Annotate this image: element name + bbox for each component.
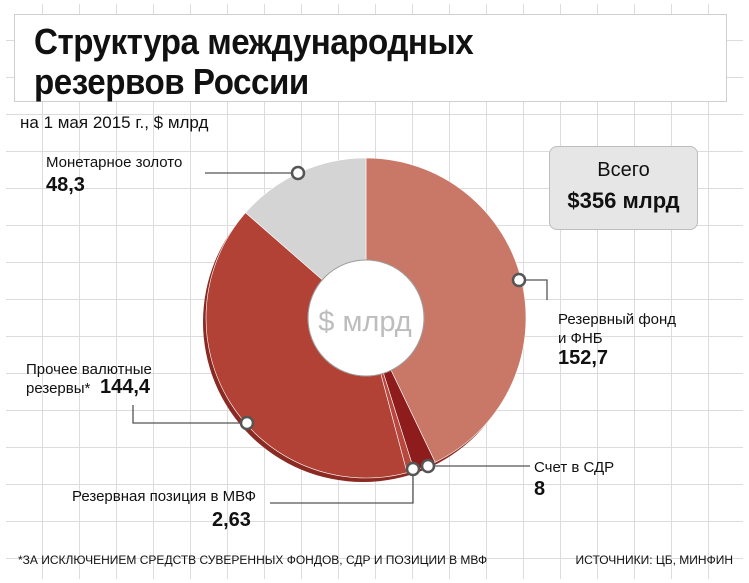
label-gold: Монетарное золото <box>46 154 183 171</box>
label-reserve-fund-line1: Резервный фонд <box>558 311 677 328</box>
marker-reserve-fund <box>511 272 527 288</box>
leader-line-other <box>132 405 247 424</box>
total-value: $356 млрд <box>567 188 680 213</box>
label-reserve-fund-line2: и ФНБ <box>558 330 603 347</box>
leader-line-imf <box>270 469 414 504</box>
value-gold: 48,3 <box>46 174 85 196</box>
marker-imf <box>405 461 421 477</box>
page-title: Структура международных резервов России <box>34 21 474 102</box>
title-line-2: резервов России <box>34 61 309 102</box>
footnote: *ЗА ИСКЛЮЧЕНИЕМ СРЕДСТВ СУВЕРЕННЫХ ФОНДО… <box>18 553 488 567</box>
leader-line-reserve-fund <box>519 279 548 300</box>
marker-other <box>239 415 255 431</box>
total-box: Всего $356 млрд <box>549 146 698 230</box>
label-sdr: Счет в СДР <box>534 459 615 476</box>
donut-hole <box>307 259 425 377</box>
label-imf: Резервная позиция в МВФ <box>72 488 256 505</box>
label-other-line1: Прочее валютные <box>26 361 152 378</box>
label-other: Прочее валютные резервы* <box>26 360 152 398</box>
title-box <box>14 14 727 102</box>
value-sdr: 8 <box>534 478 546 500</box>
marker-sdr <box>420 458 436 474</box>
slice-markers <box>239 165 527 477</box>
label-reserve-fund: Резервный фонд и ФНБ <box>558 310 676 348</box>
marker-gold <box>290 165 306 181</box>
donut-slices <box>203 157 527 482</box>
source: ИСТОЧНИКИ: ЦБ, МИНФИН <box>575 553 733 567</box>
title-line-1: Структура международных <box>34 21 474 62</box>
center-label: $ млрд <box>318 306 412 338</box>
value-reserve-fund: 152,7 <box>558 347 609 369</box>
value-other: 144,4 <box>100 376 151 398</box>
label-other-line2: резервы* <box>26 380 91 397</box>
total-label: Всего <box>597 159 650 181</box>
value-imf: 2,63 <box>212 509 251 531</box>
leader-lines <box>132 172 548 504</box>
subtitle: на 1 мая 2015 г., $ млрд <box>20 113 209 132</box>
